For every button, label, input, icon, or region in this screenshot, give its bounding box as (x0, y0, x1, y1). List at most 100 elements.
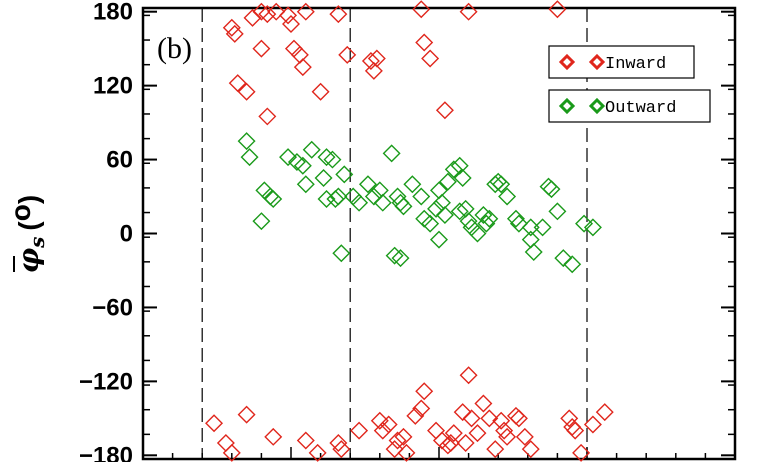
point-inward (243, 8, 262, 27)
point-outward (480, 209, 499, 228)
point-inward (258, 5, 277, 24)
point-outward (430, 181, 448, 200)
point-inward (415, 33, 434, 52)
point-inward (293, 58, 312, 77)
point-inward (228, 74, 247, 93)
point-inward (560, 409, 579, 428)
y-tick-label: −180 (79, 442, 133, 462)
point-outward (489, 172, 508, 191)
point-inward (308, 443, 327, 462)
point-inward (364, 61, 383, 80)
point-inward (252, 39, 271, 58)
point-inward (509, 409, 528, 428)
point-inward (474, 394, 493, 413)
point-inward (296, 431, 315, 450)
point-inward (435, 101, 454, 120)
point-inward (388, 431, 407, 450)
point-outward (287, 153, 306, 172)
point-outward (548, 202, 567, 221)
point-outward (533, 218, 552, 237)
point-inward (258, 107, 277, 126)
point-inward (453, 403, 472, 422)
point-outward (329, 187, 348, 206)
y-tick-label: 0 (120, 221, 133, 248)
point-outward (450, 202, 469, 221)
point-inward (583, 415, 602, 434)
point-outward (370, 181, 389, 200)
point-inward (480, 409, 499, 428)
point-inward (468, 424, 487, 443)
point-inward (572, 443, 591, 462)
point-outward (539, 177, 558, 196)
point-inward (279, 6, 298, 25)
point-outward (255, 181, 274, 200)
point-outward (317, 190, 336, 208)
point-inward (459, 366, 478, 385)
point-inward (441, 433, 460, 452)
point-inward (521, 440, 540, 459)
point-inward (406, 406, 425, 425)
point-inward (492, 411, 511, 430)
point-outward (438, 172, 457, 191)
y-label-group: φs(o) (5, 195, 49, 273)
point-outward (293, 156, 312, 175)
point-outward (264, 190, 283, 208)
point-inward (462, 409, 481, 428)
point-outward (421, 214, 440, 233)
point-outward (506, 209, 525, 228)
data-points (205, 0, 614, 462)
point-inward (267, 2, 286, 21)
point-inward (237, 405, 256, 424)
point-outward (521, 218, 540, 237)
point-inward (566, 421, 585, 440)
y-label-text: φs(o) (5, 195, 49, 273)
point-outward (373, 193, 392, 212)
point-outward (430, 230, 448, 249)
point-outward (415, 209, 434, 228)
point-outward (575, 214, 594, 233)
legend-marker (558, 53, 576, 71)
point-outward (261, 187, 280, 206)
point-outward (474, 206, 493, 225)
point-outward (314, 169, 333, 188)
point-inward (548, 0, 567, 19)
point-outward (394, 197, 413, 216)
point-inward (515, 427, 534, 446)
point-inward (498, 427, 517, 446)
y-tick-label: −60 (92, 294, 133, 321)
point-outward (477, 214, 496, 233)
point-outward (335, 165, 354, 184)
point-inward (252, 2, 271, 21)
point-outward (542, 180, 561, 199)
y-axis-label: φs(o) (5, 195, 49, 273)
point-inward (506, 406, 525, 425)
point-outward (453, 169, 472, 188)
point-outward (498, 187, 517, 206)
point-inward (222, 18, 241, 37)
point-inward (412, 399, 431, 418)
point-inward (296, 2, 315, 21)
point-inward (329, 433, 348, 452)
point-outward (317, 148, 336, 167)
point-outward (444, 160, 463, 179)
point-inward (456, 433, 475, 452)
point-inward (486, 440, 505, 459)
point-outward (432, 193, 451, 212)
point-inward (282, 15, 300, 34)
y-axis: 180 120 60 0 −60 −120 −180 (79, 0, 735, 462)
point-inward (222, 443, 241, 462)
point-inward (427, 421, 446, 440)
point-outward (302, 140, 321, 159)
point-inward (444, 424, 463, 443)
point-outward (459, 212, 478, 231)
point-outward (240, 148, 259, 167)
point-outward (364, 187, 383, 206)
legend: Inward Outward (548, 45, 711, 123)
point-inward (415, 382, 434, 401)
point-inward (338, 45, 357, 64)
point-outward (509, 214, 528, 233)
point-outward (237, 132, 256, 151)
point-outward (358, 175, 377, 194)
point-inward (367, 49, 386, 68)
point-inward (373, 421, 392, 440)
